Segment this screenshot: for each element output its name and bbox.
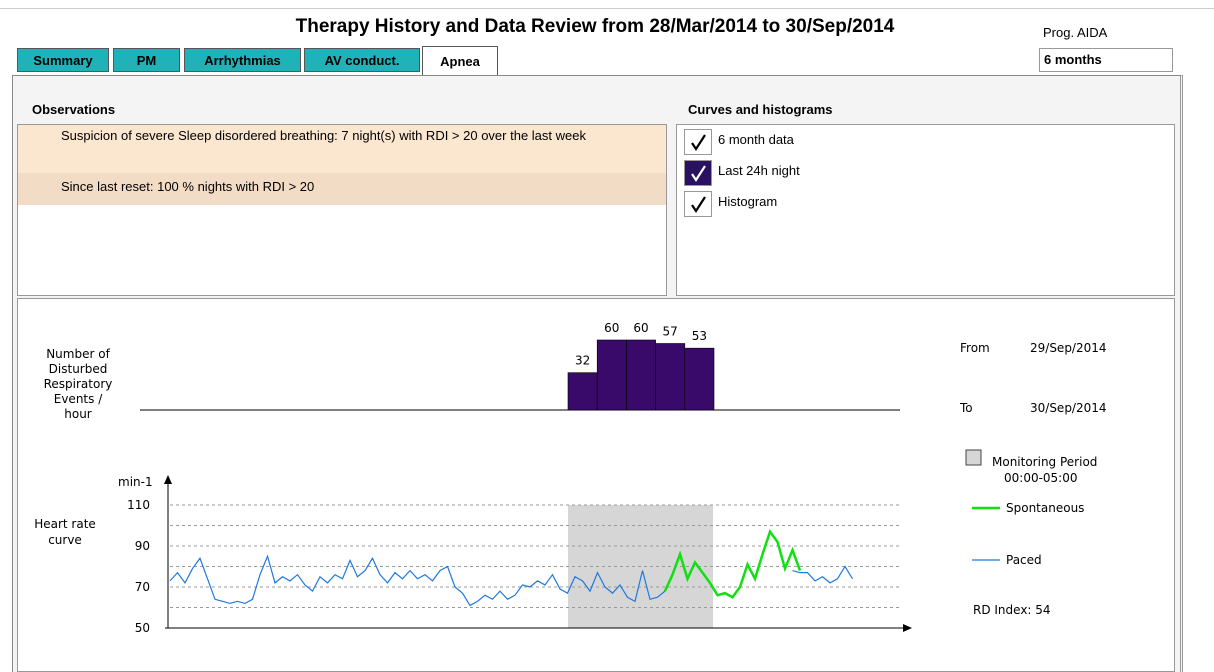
legend-label: Paced: [1006, 553, 1042, 567]
heart-rate-line: [663, 528, 802, 599]
y-arrow: [164, 475, 172, 484]
bar-value: 60: [633, 321, 648, 335]
histogram-bar: [626, 339, 656, 411]
heart-rate-label: curve: [48, 533, 82, 547]
histogram-bar: [596, 339, 627, 411]
monitoring-swatch: [965, 449, 982, 466]
y-tick-label: 110: [127, 498, 150, 512]
legend-label: Spontaneous: [1006, 501, 1084, 515]
unit: min-1: [118, 475, 153, 489]
observations-title: Observations: [32, 102, 116, 117]
bar-value: 57: [663, 325, 678, 339]
tab[interactable]: Summary: [17, 48, 109, 72]
to-label: To: [959, 401, 973, 415]
tab[interactable]: Arrhythmias: [184, 48, 301, 72]
option[interactable]: Histogram: [680, 191, 980, 217]
bar-value: 60: [604, 321, 619, 335]
y-tick-label: 50: [135, 621, 150, 635]
tab[interactable]: AV conduct.: [304, 48, 420, 72]
observation: Since last reset: 100 % nights with RDI …: [18, 173, 666, 205]
option-label: Last 24h night: [718, 163, 800, 178]
histogram-label: Events /: [54, 392, 103, 406]
to-date: 30/Sep/2014: [1030, 401, 1107, 415]
check-mark: [691, 165, 706, 183]
tab[interactable]: PM: [113, 48, 180, 72]
rd-index: RD Index: 54: [973, 603, 1051, 617]
y-tick-label: 90: [135, 539, 150, 553]
checkbox[interactable]: [684, 129, 712, 155]
monitoring-label: Monitoring Period: [992, 455, 1097, 469]
program-label: Prog. AIDA: [1043, 25, 1108, 40]
histogram-bar: [655, 343, 686, 411]
histogram-label: Disturbed: [49, 362, 108, 376]
check-mark: [691, 196, 706, 214]
monitoring-period: 00:00-05:00: [1004, 471, 1078, 485]
check: [691, 165, 706, 183]
period-box[interactable]: 6 months: [1039, 48, 1173, 72]
observations-panel: Suspicion of severe Sleep disordered bre…: [17, 124, 667, 296]
checkbox[interactable]: [684, 191, 712, 217]
histogram-label: hour: [64, 407, 92, 421]
bar-value: 32: [575, 354, 590, 368]
tab[interactable]: Apnea: [422, 46, 498, 76]
title: Therapy History and Data Review from 28/…: [295, 16, 895, 37]
y-tick-label: 70: [135, 580, 150, 594]
option[interactable]: 6 month data: [680, 129, 980, 155]
checkbox[interactable]: [684, 160, 712, 186]
curves-panel: [676, 124, 1175, 296]
check: [691, 196, 706, 214]
heart-rate-label: Heart rate: [34, 517, 96, 531]
option[interactable]: Last 24h night: [680, 160, 980, 186]
histogram-bar: [567, 372, 598, 411]
histogram-label: Respiratory: [44, 377, 113, 391]
check-mark: [691, 134, 706, 152]
histogram-bar: [684, 347, 715, 411]
heart-rate-line: [169, 554, 854, 607]
bar-value: 53: [692, 329, 707, 343]
x-arrow: [903, 624, 912, 632]
from-label: From: [960, 341, 990, 355]
top-rule: [0, 8, 1214, 9]
chart: min-1 From 29/Sep/2014 To 30/Sep/2014 Mo…: [34, 321, 1107, 635]
curves-title: Curves and histograms: [688, 102, 833, 117]
histogram-label: Number of: [46, 347, 110, 361]
from-date: 29/Sep/2014: [1030, 341, 1107, 355]
option-label: 6 month data: [718, 132, 794, 147]
check: [691, 134, 706, 152]
option-label: Histogram: [718, 194, 778, 209]
observation: Suspicion of severe Sleep disordered bre…: [18, 125, 666, 173]
